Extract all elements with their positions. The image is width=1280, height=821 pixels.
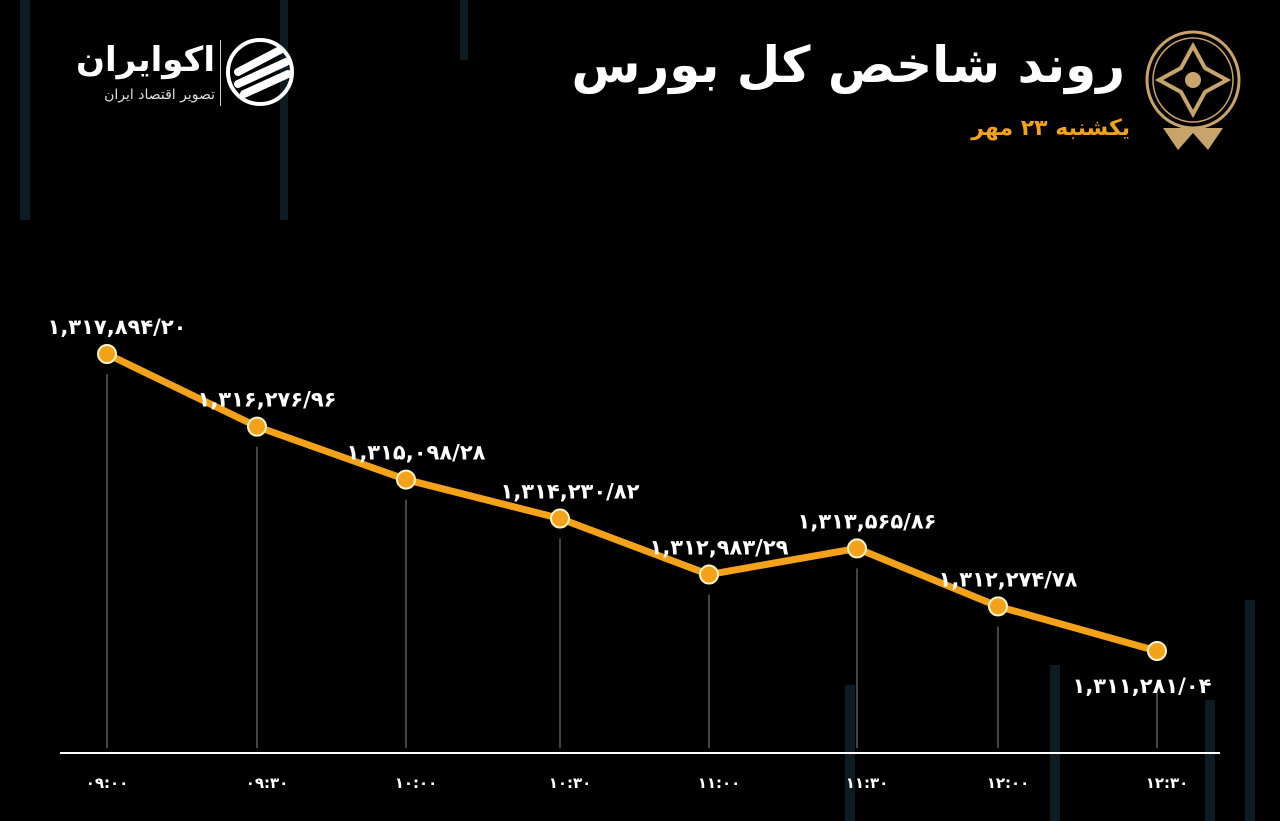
data-point — [1147, 641, 1167, 661]
data-point — [247, 416, 267, 437]
background-bar — [460, 0, 468, 60]
x-tick-label: ۱۲:۰۰ — [987, 774, 1030, 792]
x-tick-label: ۱۲:۳۰ — [1146, 774, 1189, 792]
date-subtitle: یکشنبه ۲۳ مهر — [971, 116, 1130, 141]
data-label: ۱,۳۱۱,۲۸۱/۰۴ — [1073, 674, 1212, 698]
data-label: ۱,۳۱۶,۲۷۶/۹۶ — [198, 388, 337, 412]
data-point — [396, 469, 416, 490]
logo-name: اکوایران — [76, 40, 215, 80]
data-label: ۱,۳۱۴,۲۳۰/۸۲ — [501, 480, 640, 504]
background-bar — [20, 0, 30, 220]
data-point — [699, 564, 719, 585]
x-tick-label: ۰۹:۰۰ — [86, 774, 129, 792]
x-tick-label: ۱۱:۰۰ — [698, 774, 741, 792]
logo-tagline: تصویر اقتصاد ایران — [104, 87, 215, 103]
data-label: ۱,۳۱۵,۰۹۸/۲۸ — [347, 441, 486, 465]
page-title: روند شاخص کل بورس — [571, 36, 1125, 94]
background-bar — [1050, 665, 1060, 821]
x-tick-label: ۰۹:۳۰ — [246, 774, 289, 792]
data-label: ۱,۳۱۳,۵۶۵/۸۶ — [798, 509, 937, 533]
data-label: ۱,۳۱۲,۹۸۳/۲۹ — [650, 536, 789, 560]
data-point — [97, 344, 117, 364]
logo-separator — [220, 40, 221, 106]
data-point — [550, 508, 570, 529]
data-point — [847, 538, 867, 559]
ecoiran-logo-icon — [226, 38, 294, 106]
series-line — [105, 350, 1158, 655]
x-tick-label: ۱۰:۰۰ — [395, 774, 438, 792]
data-point — [988, 596, 1008, 617]
data-label: ۱,۳۱۷,۸۹۴/۲۰ — [48, 315, 187, 339]
background-bar — [1205, 700, 1215, 821]
background-bar — [1245, 600, 1255, 821]
data-label: ۱,۳۱۲,۲۷۴/۷۸ — [939, 567, 1078, 591]
x-tick-label: ۱۱:۳۰ — [846, 774, 889, 792]
stock-exchange-emblem-icon — [1145, 30, 1241, 150]
x-tick-label: ۱۰:۳۰ — [549, 774, 592, 792]
background-bar — [280, 0, 288, 220]
